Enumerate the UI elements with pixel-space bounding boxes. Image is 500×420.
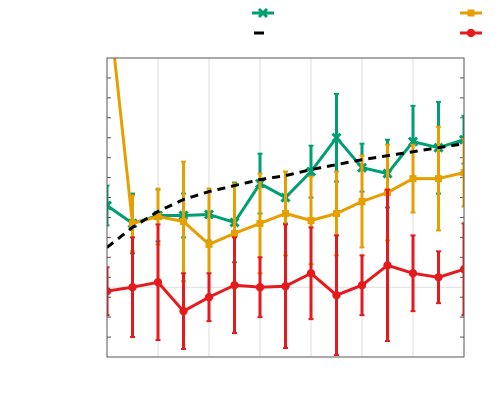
data-point (458, 134, 464, 145)
data-point (129, 219, 136, 227)
data-point (383, 261, 392, 270)
data-point (281, 282, 290, 291)
data-point (460, 169, 464, 177)
data-point (282, 209, 289, 217)
data-point (358, 198, 366, 206)
data-point (107, 287, 112, 296)
legend (252, 7, 482, 38)
data-point (332, 291, 341, 300)
data-point (409, 175, 417, 183)
data-point (107, 200, 113, 211)
legend-entry-1 (252, 7, 274, 19)
data-point (180, 217, 187, 225)
data-point (333, 209, 340, 217)
legend-marker (257, 7, 269, 19)
legend-entry-2 (460, 9, 482, 17)
data-point (307, 216, 315, 224)
data-point (231, 229, 238, 237)
series-line (107, 142, 464, 249)
data-point (204, 293, 214, 302)
data-point (331, 132, 342, 143)
series-layer (107, 58, 464, 357)
series-3 (107, 142, 464, 249)
data-point (459, 265, 464, 274)
data-point (357, 281, 367, 290)
data-point (407, 136, 419, 147)
data-point (408, 269, 418, 278)
data-point (230, 281, 239, 290)
data-point (306, 269, 316, 278)
data-point (128, 283, 137, 292)
data-point (153, 278, 163, 287)
data-point (435, 175, 442, 183)
data-point (255, 283, 265, 292)
data-point (205, 240, 213, 248)
legend-marker (466, 28, 476, 38)
data-point (256, 219, 264, 227)
plot-frame (106, 57, 465, 358)
series-4 (107, 188, 464, 357)
legend-entry-4 (460, 28, 482, 38)
data-point (434, 273, 443, 282)
legend-marker (467, 9, 475, 17)
data-point (179, 306, 188, 316)
data-point (154, 212, 162, 220)
